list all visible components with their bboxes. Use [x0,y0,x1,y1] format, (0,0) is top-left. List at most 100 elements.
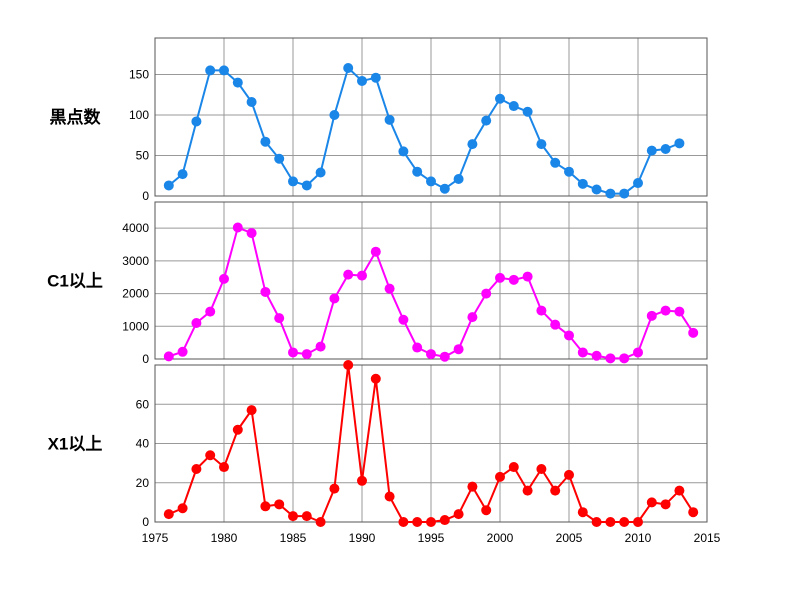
data-point [564,469,574,480]
data-point [288,347,298,358]
data-point [591,517,602,527]
data-point [426,517,436,527]
data-point [605,188,616,199]
data-point [467,139,478,150]
data-point [660,305,671,316]
data-point [564,166,574,177]
data-point [508,462,519,473]
data-point [370,246,381,257]
data-point [646,145,657,156]
data-point [232,222,243,233]
data-point [357,475,367,486]
data-point [398,314,409,325]
data-point [688,327,699,338]
data-point [646,497,657,508]
data-point [591,184,602,195]
y-tick-label: 150 [129,67,149,81]
data-point [205,450,216,461]
data-point [660,144,671,155]
data-point [177,503,188,514]
data-point [577,507,588,518]
data-point [439,351,450,362]
data-point [274,313,285,324]
data-point [495,93,505,104]
data-point [508,101,519,112]
x-tick-label: 1975 [142,531,169,545]
y-tick-label: 60 [136,397,150,411]
data-point [453,509,464,520]
panel-frame [154,37,708,197]
y-tick-label: 3000 [122,254,149,268]
data-point [219,65,229,76]
y-tick-label: 0 [142,189,149,203]
data-point [260,136,271,147]
data-point [301,180,312,191]
data-point [288,176,298,187]
data-point [315,341,326,352]
data-point [426,349,436,360]
data-point [467,312,478,323]
data-point [177,169,188,180]
data-point [439,183,450,194]
data-point [219,273,229,284]
data-point [260,286,271,297]
data-point [522,106,533,117]
x-tick-label: 1995 [418,531,445,545]
data-point [219,462,229,473]
data-point [619,517,630,527]
y-axis-label: C1以上 [47,272,103,291]
data-point [674,306,685,317]
data-point [163,351,174,362]
data-point [301,511,312,522]
data-point [232,77,243,88]
data-point [688,507,699,518]
data-point [536,305,547,316]
y-tick-label: 50 [136,148,150,162]
x-tick-label: 2005 [556,531,583,545]
data-point [343,360,354,370]
data-point [329,109,340,120]
data-point [357,75,367,86]
data-point [495,471,505,482]
data-point [453,173,464,184]
data-point [591,350,602,361]
x-tick-label: 1980 [211,531,238,545]
data-point [329,293,340,304]
data-point [633,517,643,527]
y-tick-label: 100 [129,108,149,122]
x-tick-label: 1985 [280,531,307,545]
data-point [536,464,547,475]
data-point [453,344,464,355]
data-point [357,270,367,281]
data-point [191,116,202,127]
data-point [633,347,643,358]
y-tick-label: 1000 [122,319,149,333]
data-point [467,481,478,492]
data-point [522,485,533,496]
data-point [577,347,588,358]
data-point [577,178,588,189]
data-point [246,228,257,239]
data-point [495,272,505,283]
data-point [191,318,202,329]
y-tick-label: 2000 [122,287,149,301]
data-point [274,153,285,164]
data-point [343,269,354,280]
data-point [370,373,381,384]
data-point [205,65,216,76]
data-point [536,139,547,150]
data-point [508,274,519,285]
data-point [605,517,616,527]
data-point [384,283,395,294]
data-point [522,271,533,282]
y-tick-label: 4000 [122,221,149,235]
data-point [674,138,685,149]
data-point [619,188,630,199]
x-tick-label: 1990 [349,531,376,545]
y-tick-label: 0 [142,352,149,366]
data-point [177,346,188,357]
data-point [329,483,340,494]
y-axis-label: X1以上 [48,435,103,454]
